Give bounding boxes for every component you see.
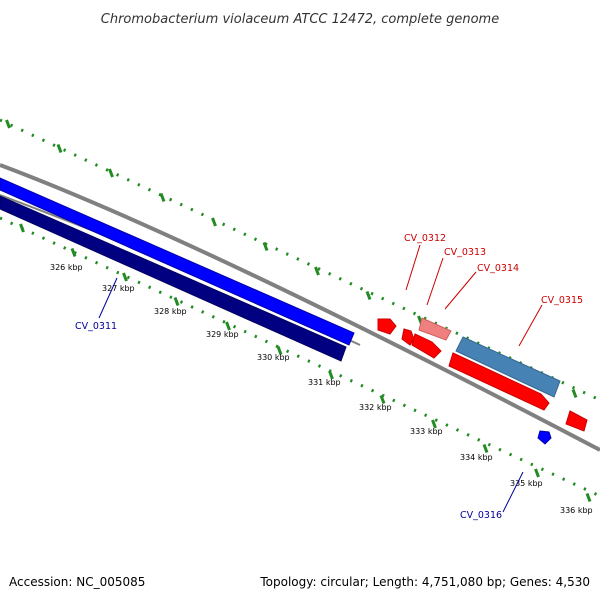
outer-major-tick: [108, 168, 114, 178]
inner-major-tick: [225, 321, 231, 331]
gene-label-cv0314[interactable]: CV_0314: [477, 263, 519, 274]
gene-label-cv0311[interactable]: CV_0311: [75, 321, 117, 332]
inner-major-tick: [276, 345, 283, 356]
tick-label-331: 331 kbp: [308, 378, 341, 387]
gene-label-cv0312[interactable]: CV_0312: [404, 233, 446, 244]
inner-major-tick: [534, 468, 540, 478]
outer-major-tick: [56, 143, 63, 154]
gene-cv0315-feature[interactable]: [455, 336, 561, 398]
genome-summary-text: Topology: circular; Length: 4,751,080 bp…: [259, 575, 590, 589]
tick-label-329: 329 kbp: [206, 330, 239, 339]
inner-major-tick: [482, 443, 489, 454]
gene-cv0313-feature[interactable]: [418, 317, 452, 341]
leader-cv0311: [98, 277, 118, 319]
gene-cv0312-cds[interactable]: [377, 318, 397, 335]
map-title: Chromobacterium violaceum ATCC 12472, co…: [101, 12, 499, 27]
gene-label-cv0316[interactable]: CV_0316: [460, 510, 502, 521]
gene-cv0311-cds[interactable]: [0, 195, 347, 362]
gene-cv0315-cds[interactable]: [448, 352, 550, 411]
tick-label-336: 336 kbp: [560, 506, 593, 515]
gene-cv0314-cds[interactable]: [411, 333, 442, 359]
outer-major-tick: [159, 192, 166, 203]
outer-major-tick: [571, 388, 578, 399]
leader-cv0312: [405, 244, 421, 291]
tick-label-328: 328 kbp: [154, 307, 187, 316]
backbone-outer: [0, 163, 600, 452]
outer-major-tick: [314, 266, 320, 276]
inner-major-tick: [379, 394, 386, 405]
inner-major-tick: [70, 247, 77, 258]
inner-major-tick: [328, 370, 334, 380]
gene-cv0315-cds-next[interactable]: [565, 410, 588, 432]
gene-cv0311-feature[interactable]: [0, 177, 355, 346]
tick-label-334: 334 kbp: [460, 453, 493, 462]
outer-major-tick: [262, 241, 269, 252]
tick-label-326: 326 kbp: [50, 263, 83, 272]
inner-major-tick: [122, 272, 128, 282]
gene-label-cv0313[interactable]: CV_0313: [444, 247, 486, 258]
outer-major-tick: [211, 217, 217, 227]
tick-label-332: 332 kbp: [359, 403, 392, 412]
inner-major-tick: [173, 296, 180, 307]
outer-major-tick: [365, 290, 372, 301]
gene-cv0313-cds-small[interactable]: [401, 328, 415, 346]
outer-major-tick: [5, 119, 11, 129]
leader-cv0315: [518, 304, 543, 347]
tick-label-335: 335 kbp: [510, 479, 543, 488]
inner-major-tick: [431, 419, 437, 429]
tick-label-327: 327 kbp: [102, 284, 135, 293]
inner-major-tick: [19, 223, 25, 233]
inner-major-tick: [585, 492, 592, 503]
leader-cv0316: [502, 471, 524, 513]
leader-cv0314: [444, 271, 477, 310]
accession-text: Accession: NC_005085: [9, 575, 145, 589]
leader-cv0313: [426, 257, 444, 306]
tick-label-330: 330 kbp: [257, 353, 290, 362]
gene-cv0316-cds[interactable]: [537, 430, 552, 445]
tick-label-333: 333 kbp: [410, 427, 443, 436]
gene-label-cv0315[interactable]: CV_0315: [541, 295, 583, 306]
inner-ruler-track: [0, 216, 600, 498]
